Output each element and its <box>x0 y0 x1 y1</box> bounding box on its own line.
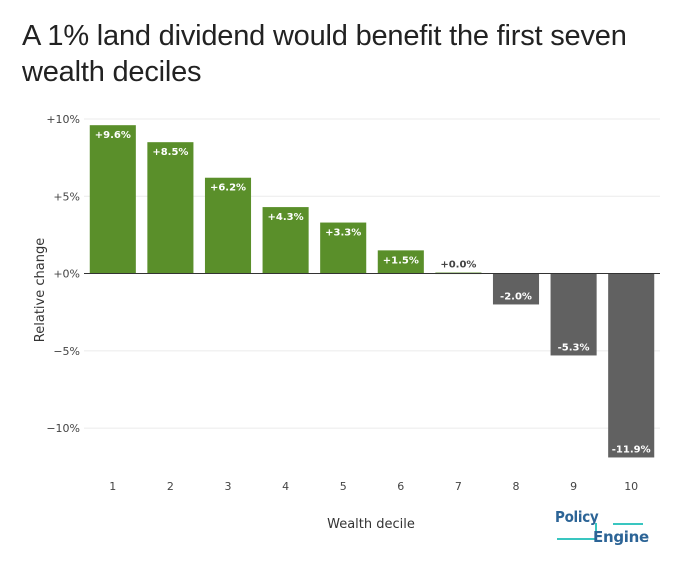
y-tick-label: +10% <box>46 113 80 126</box>
y-tick-label: +5% <box>53 190 80 203</box>
bar-labels: +9.6% +8.5% +6.2% +4.3% +3.3% +1.5% +0.0% -2.0%… <box>95 130 651 455</box>
x-tick-label: 3 <box>225 480 232 493</box>
bar-value-label: -5.3% <box>558 342 590 353</box>
logo-accent-line <box>557 538 595 540</box>
bar-decile-6 <box>377 250 424 274</box>
x-tick-label: 8 <box>513 480 520 493</box>
bar-value-label: -2.0% <box>500 291 532 302</box>
logo-accent-line <box>613 523 643 525</box>
x-tick-label: 1 <box>109 480 116 493</box>
bar-decile-1 <box>89 125 136 274</box>
x-axis-title: Wealth decile <box>327 517 415 532</box>
x-tick-label: 4 <box>282 480 289 493</box>
bar-value-label: -11.9% <box>612 444 651 455</box>
bar-value-label: +4.3% <box>268 212 304 223</box>
x-tick-label: 2 <box>167 480 174 493</box>
y-tick-label: −5% <box>53 345 80 358</box>
logo-accent-line <box>595 523 597 540</box>
y-tick-label: −10% <box>46 422 80 435</box>
bar-decile-3 <box>204 177 252 274</box>
bar-decile-2 <box>147 142 194 274</box>
y-axis-ticks: +10% +5% +0% −5% −10% <box>46 113 80 435</box>
logo-text-engine: Engine <box>593 528 649 546</box>
bar-value-label: +8.5% <box>152 147 188 158</box>
x-tick-label: 7 <box>455 480 462 493</box>
logo-text-policy: Policy <box>555 508 599 526</box>
bar-decile-5 <box>320 222 367 274</box>
bar-decile-4 <box>262 207 309 274</box>
policyengine-logo: Policy Engine <box>555 508 655 550</box>
bar-decile-9 <box>550 273 597 356</box>
chart-title: A 1% land dividend would benefit the fir… <box>22 20 627 88</box>
bar-value-label: +1.5% <box>383 255 419 266</box>
bar-decile-10 <box>608 273 655 458</box>
x-tick-label: 10 <box>624 480 638 493</box>
bar-decile-8 <box>492 273 540 305</box>
bar-value-label: +0.0% <box>440 260 476 271</box>
x-tick-label: 5 <box>340 480 347 493</box>
y-tick-label: +0% <box>53 268 80 281</box>
x-axis-ticks: 1 2 3 4 5 6 7 8 9 10 <box>109 480 638 493</box>
bar-value-label: +6.2% <box>210 183 246 194</box>
x-tick-label: 6 <box>397 480 404 493</box>
bar-value-label: +3.3% <box>325 228 361 239</box>
bars <box>89 125 655 458</box>
y-axis-title: Relative change <box>33 238 48 342</box>
x-tick-label: 9 <box>570 480 577 493</box>
bar-value-label: +9.6% <box>95 130 131 141</box>
